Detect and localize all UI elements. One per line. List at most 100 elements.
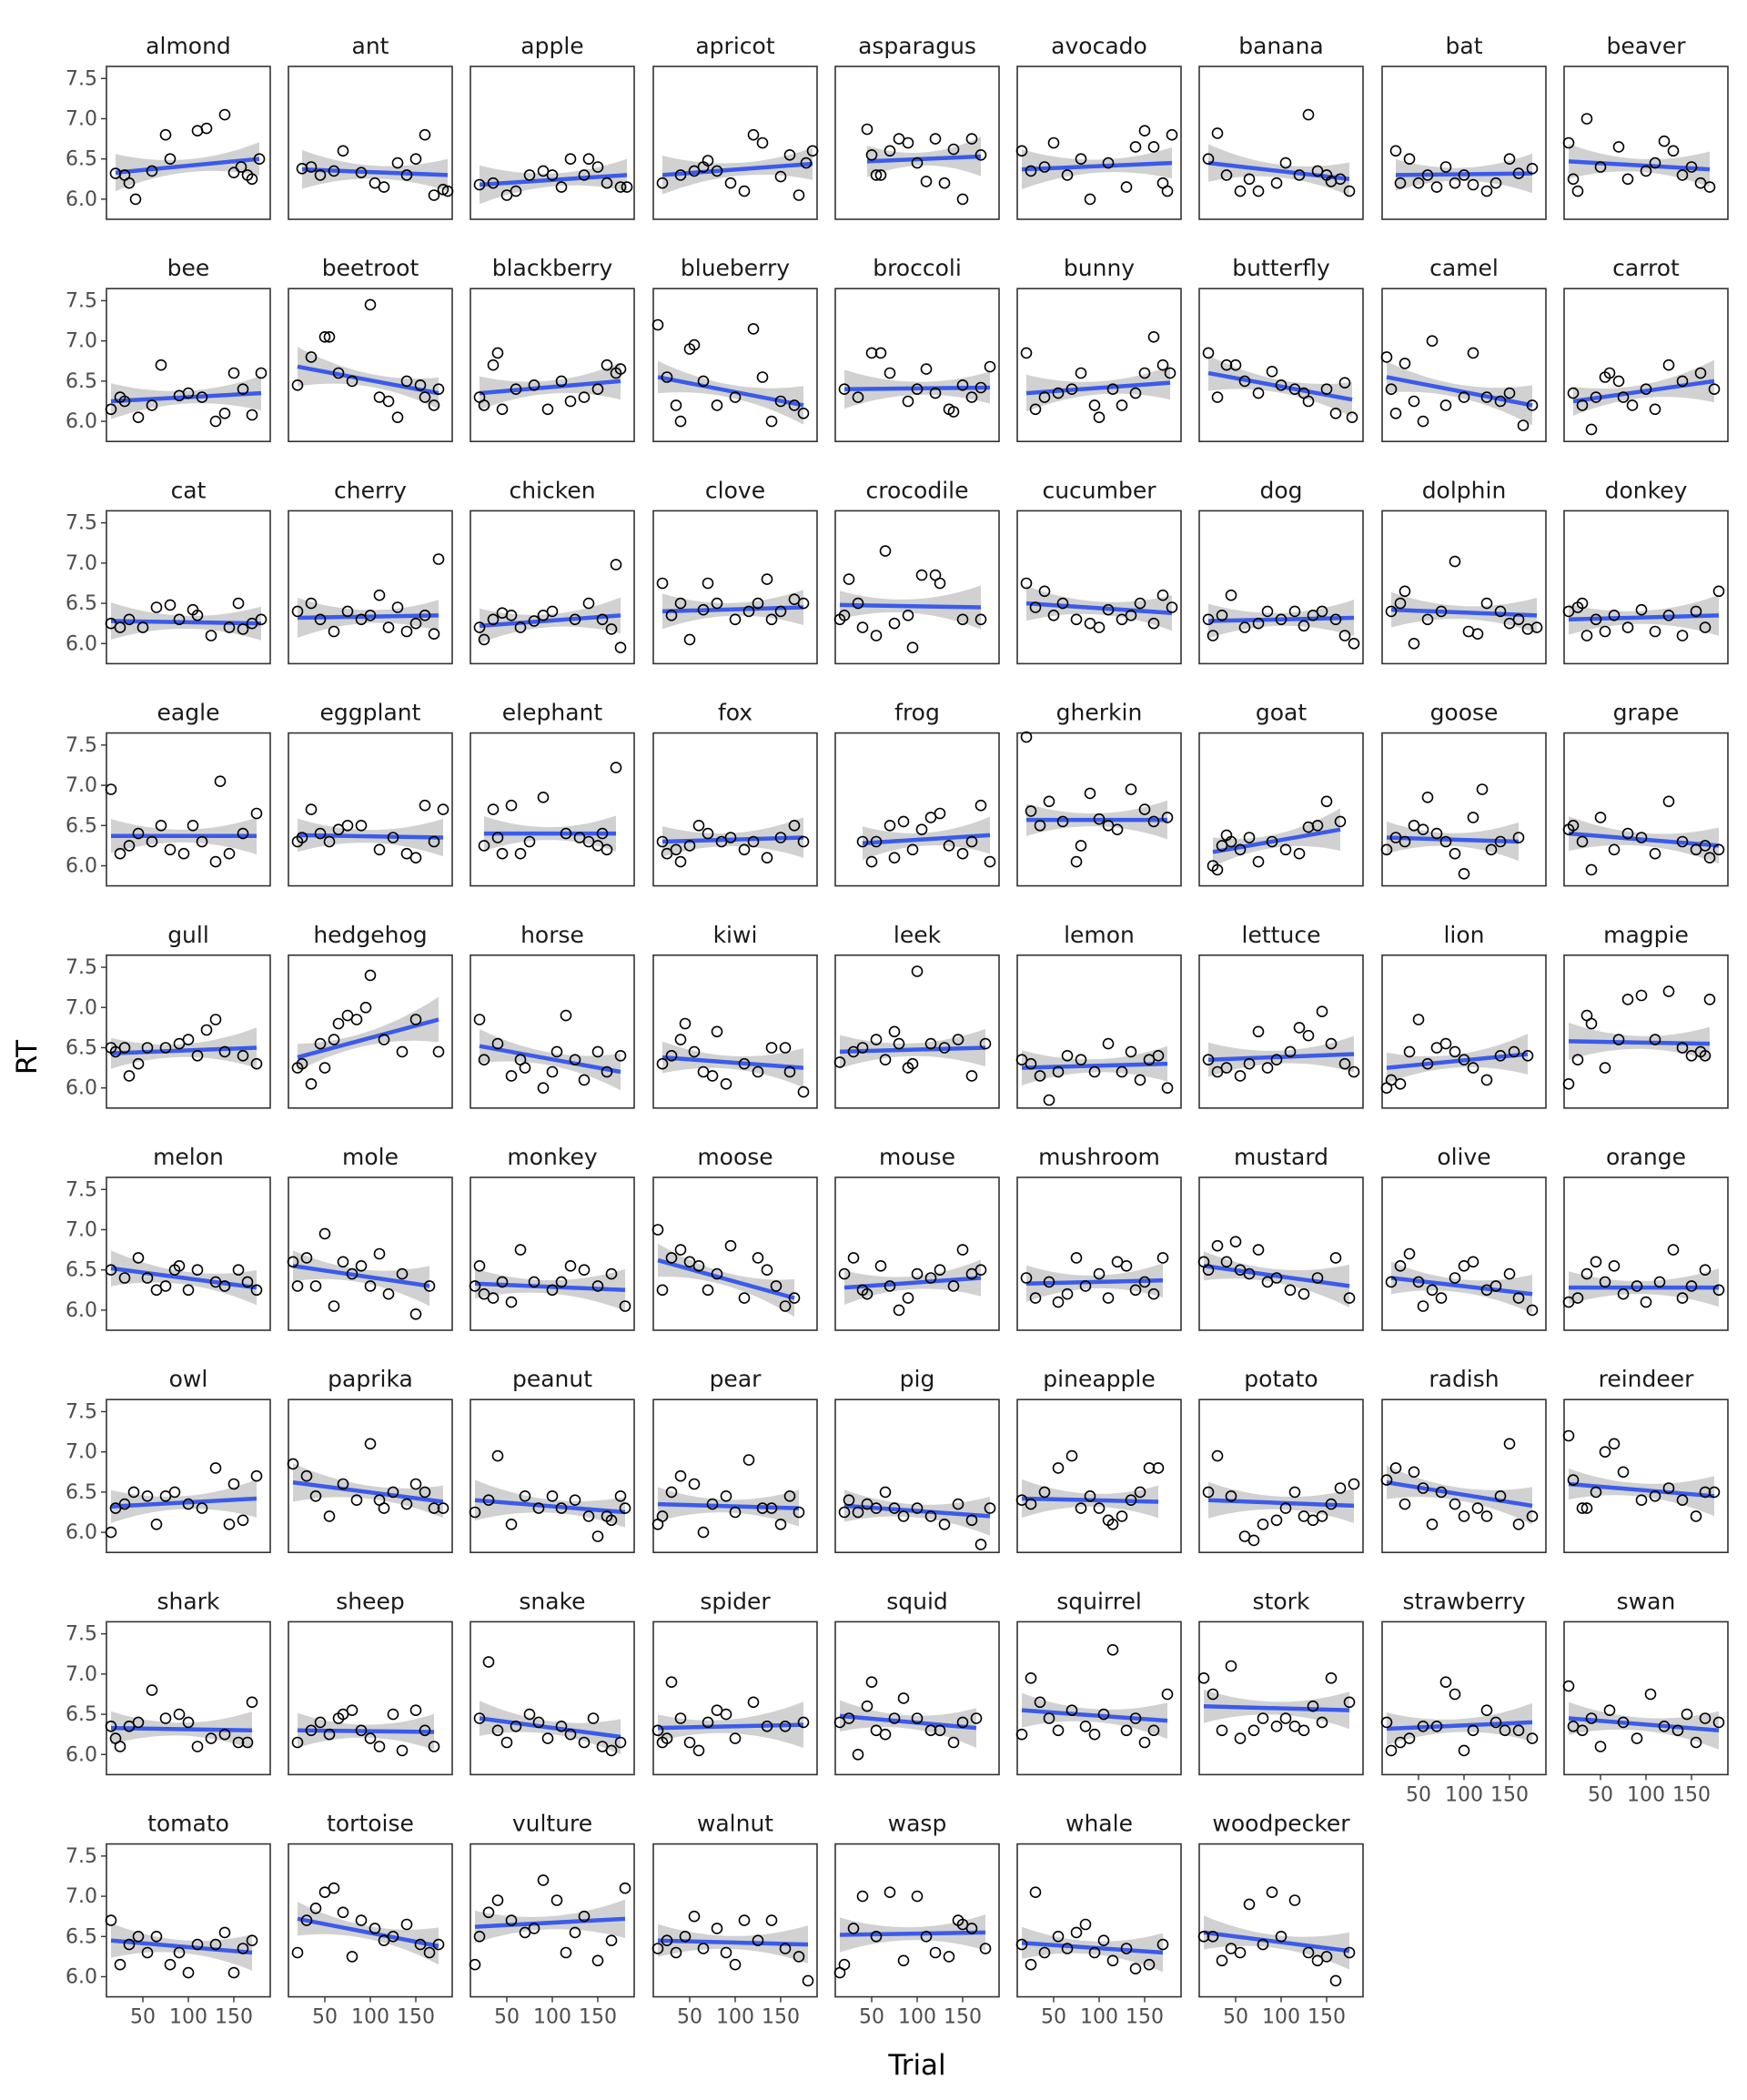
data-point: [1015, 1728, 1028, 1741]
data-point: [1635, 1494, 1648, 1506]
facet-panel-donkey: donkey: [1562, 477, 1729, 665]
data-point: [141, 1490, 154, 1502]
data-point: [328, 1300, 340, 1312]
fit-line: [297, 364, 439, 396]
data-point: [209, 1276, 222, 1288]
fit-line: [661, 835, 804, 844]
data-point: [491, 1724, 504, 1737]
data-point: [359, 1002, 372, 1014]
data-point: [323, 1510, 336, 1522]
fit-line: [1203, 1703, 1350, 1712]
data-point: [409, 153, 422, 165]
data-point: [879, 1728, 892, 1741]
data-point: [711, 597, 723, 610]
data-point: [1708, 1486, 1721, 1499]
data-point: [1467, 178, 1479, 191]
data-point: [105, 1721, 117, 1732]
data-point: [1703, 181, 1716, 193]
data-point: [1449, 1498, 1461, 1510]
panel-frame: [1016, 954, 1182, 1109]
x-tick-label: 150: [1126, 2006, 1164, 2029]
data-point: [1621, 827, 1634, 840]
data-point: [729, 1732, 742, 1744]
data-point: [720, 1078, 732, 1090]
data-point: [956, 847, 969, 860]
data-point: [965, 1923, 978, 1934]
facet-panel-camel: camel: [1380, 255, 1547, 443]
data-point: [1608, 843, 1621, 856]
facet-panel-whale: whale 50 100 150: [1015, 1811, 1182, 2029]
data-point: [1489, 1716, 1502, 1729]
data-point: [670, 1946, 682, 1959]
data-point: [546, 1065, 559, 1078]
data-point: [223, 1519, 236, 1530]
fit-line: [1207, 370, 1353, 402]
data-point: [788, 1292, 801, 1304]
data-point: [1712, 1716, 1725, 1729]
data-point: [491, 1037, 504, 1050]
data-point: [1385, 605, 1398, 618]
data-point: [861, 1287, 874, 1300]
data-point: [227, 1478, 240, 1490]
data-point: [1662, 358, 1675, 371]
y-tick-label: 7.5: [66, 1178, 97, 1201]
data-point: [323, 1728, 336, 1741]
data-point: [168, 1486, 181, 1499]
data-point: [364, 298, 377, 311]
data-point: [1288, 1894, 1301, 1906]
data-point: [1480, 185, 1493, 197]
data-point: [337, 145, 349, 157]
data-point: [1480, 1074, 1493, 1086]
data-point: [729, 613, 742, 626]
data-point: [1338, 377, 1351, 389]
data-point: [591, 1954, 604, 1967]
data-point: [979, 1037, 992, 1050]
data-point: [800, 156, 813, 169]
fit-line: [297, 833, 444, 840]
data-point: [697, 375, 710, 388]
data-point: [1202, 1486, 1215, 1499]
data-point: [934, 577, 946, 590]
data-point: [227, 367, 240, 379]
data-point: [765, 415, 778, 428]
data-point: [1631, 1732, 1643, 1744]
fit-line: [110, 619, 262, 626]
panel-frame: [1016, 288, 1182, 443]
facet-title: blueberry: [681, 255, 790, 281]
fit-line: [479, 613, 621, 629]
data-point: [1658, 135, 1671, 147]
data-point: [911, 1712, 924, 1724]
data-point: [300, 1469, 313, 1482]
facet-panel-orange: orange: [1562, 1144, 1729, 1331]
data-point: [861, 1498, 874, 1510]
data-point: [1025, 1672, 1037, 1684]
data-point: [1216, 1954, 1228, 1967]
data-point: [132, 1931, 145, 1943]
data-point: [1166, 128, 1178, 141]
data-point: [651, 318, 664, 331]
data-point: [523, 169, 536, 181]
data-point: [1298, 620, 1310, 632]
data-point: [1526, 1304, 1539, 1317]
data-point: [578, 169, 591, 181]
data-point: [432, 553, 445, 565]
panel-frame: [1563, 288, 1729, 443]
fit-line: [1025, 380, 1171, 396]
data-point: [1093, 813, 1106, 825]
data-point: [774, 1519, 787, 1530]
data-point: [1338, 1057, 1351, 1070]
data-point: [1676, 1494, 1689, 1506]
data-point: [532, 1716, 545, 1729]
data-point: [596, 613, 609, 626]
data-point: [141, 1272, 154, 1284]
data-point: [788, 399, 801, 411]
data-point: [1458, 1744, 1470, 1757]
data-point: [1494, 1050, 1507, 1062]
data-point: [779, 1300, 792, 1312]
data-point: [1075, 1054, 1087, 1065]
data-point: [369, 1923, 381, 1934]
data-point: [1412, 1014, 1425, 1025]
data-point: [332, 367, 345, 379]
data-point: [209, 1462, 222, 1474]
data-point: [1025, 805, 1037, 817]
